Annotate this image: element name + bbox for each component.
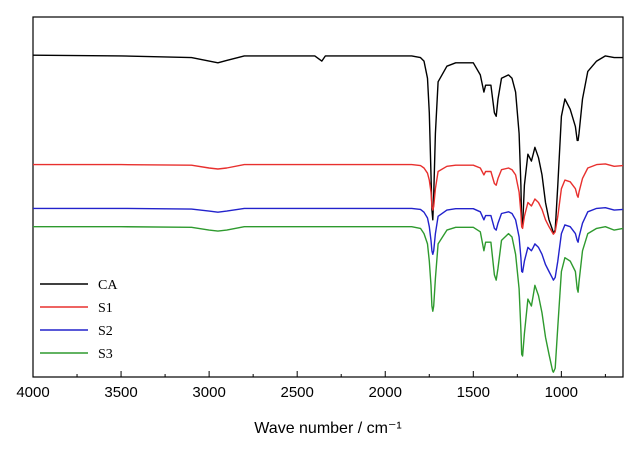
x-tick-label-2000: 2000 — [369, 384, 402, 401]
x-tick-label-3000: 3000 — [192, 384, 225, 401]
x-tick-label-1000: 1000 — [545, 384, 578, 401]
plot-frame — [32, 16, 624, 378]
series-line-s3 — [33, 225, 624, 373]
series-line-s2 — [33, 206, 624, 281]
series-layer — [32, 54, 624, 373]
x-axis-title: Wave number / cm⁻¹ — [254, 420, 401, 437]
legend-label-s3: S3 — [98, 347, 113, 362]
x-tick-label-4000: 4000 — [16, 384, 49, 401]
legend-label-ca: CA — [98, 278, 118, 293]
x-tick-label-1500: 1500 — [457, 384, 490, 401]
series-line-ca — [32, 54, 623, 235]
legend-label-s1: S1 — [98, 301, 113, 316]
legend-label-s2: S2 — [98, 324, 113, 339]
series-line-s1 — [33, 163, 624, 235]
x-axis: 4000 3500 3000 2500 2000 1500 1000 — [16, 371, 606, 401]
x-tick-label-3500: 3500 — [104, 384, 137, 401]
x-tick-label-2500: 2500 — [280, 384, 313, 401]
legend: CA S1 S2 S3 — [40, 278, 118, 362]
